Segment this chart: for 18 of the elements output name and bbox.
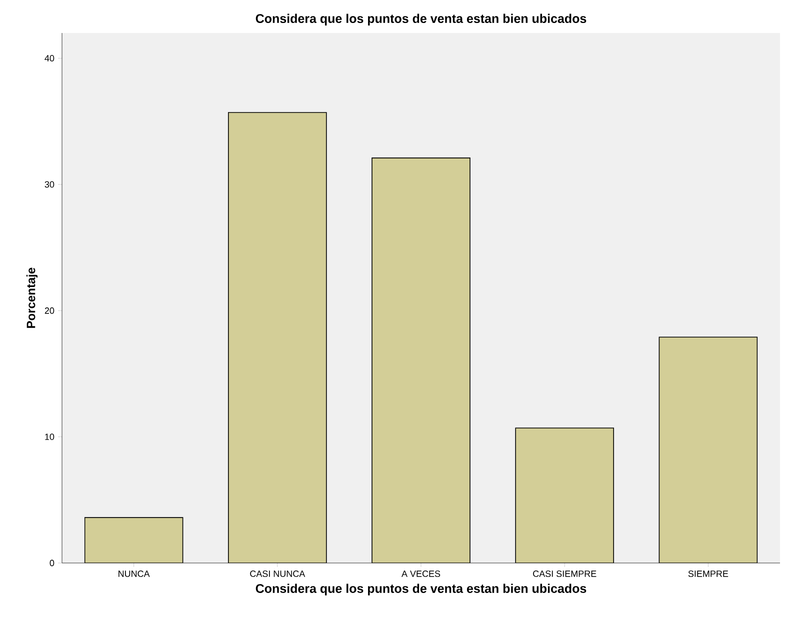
bar [658, 336, 758, 563]
x-tick-label: CASI NUNCA [250, 570, 306, 577]
y-tick-label: 40 [44, 55, 54, 62]
x-axis-title: Considera que los puntos de venta estan bien ubicados [256, 584, 586, 596]
bar [84, 517, 184, 563]
bar [372, 158, 470, 563]
bar [515, 428, 614, 563]
y-tick-label: 20 [44, 307, 54, 314]
x-tick-label: CASI SIEMPRE [533, 570, 596, 577]
x-tick-label: A VECES [402, 570, 440, 577]
y-tick-label: 30 [44, 181, 54, 188]
x-tick-label: SIEMPRE [688, 570, 728, 577]
chart-title: Considera que los puntos de venta estan bien ubicados [256, 14, 586, 26]
y-tick-label: 0 [50, 560, 54, 566]
y-tick-label: 10 [45, 434, 54, 440]
y-axis-title: Porcentaje [26, 268, 38, 328]
x-tick-label: NUNCA [118, 570, 150, 577]
bar [228, 112, 327, 563]
